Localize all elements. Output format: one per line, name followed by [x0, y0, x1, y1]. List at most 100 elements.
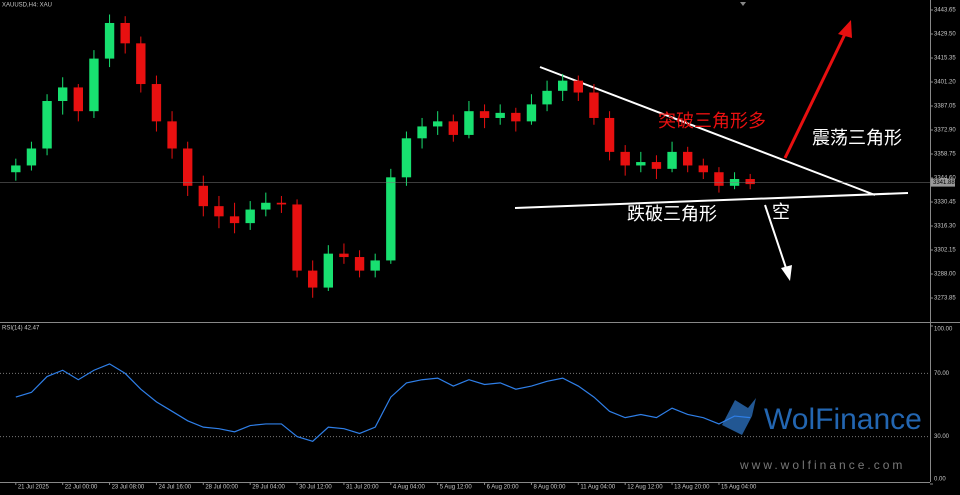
x-tick-label: 28 Jul 00:00: [205, 485, 238, 490]
candle-body: [214, 206, 224, 217]
candle-body: [620, 151, 630, 166]
candle-body: [323, 253, 333, 288]
watermark: WolFinance: [764, 403, 922, 436]
candle-body: [526, 104, 537, 122]
arrow: [783, 31, 848, 159]
x-tick-label: 15 Aug 04:00: [721, 485, 757, 490]
y-tick-label: 70.00: [934, 371, 950, 377]
candle-body: [651, 162, 662, 169]
y-tick-label: 3372.90: [934, 128, 956, 134]
candle-body: [104, 22, 115, 59]
x-tick-label: 23 Jul 08:00: [112, 485, 145, 490]
candle-body: [26, 148, 37, 166]
x-tick-label: 31 Jul 20:00: [346, 485, 379, 490]
watermark: www.wolfinance.com: [739, 458, 905, 472]
candle-body: [120, 22, 130, 44]
y-tick-label: 3358.75: [934, 152, 956, 158]
y-tick-label: 3273.85: [934, 296, 956, 302]
last-price-label: 3341.88: [933, 180, 955, 186]
candle-body: [354, 257, 365, 271]
y-tick-label: 30.00: [934, 434, 950, 440]
candle-body: [42, 101, 52, 149]
y-tick-label: 3302.15: [934, 248, 956, 254]
candle-body: [198, 185, 208, 207]
x-tick-label: 5 Aug 12:00: [440, 485, 473, 490]
y-tick-label: 3401.20: [934, 80, 956, 86]
rsi-line: [15, 363, 751, 443]
candle-body: [589, 92, 599, 118]
candle-body: [495, 112, 505, 118]
candle-body: [386, 177, 396, 261]
y-tick-label: 3288.00: [934, 272, 956, 278]
y-tick-label: 100.00: [934, 327, 953, 333]
candle-body: [167, 121, 177, 149]
candle-body: [11, 165, 21, 173]
candle-body: [573, 80, 583, 93]
candle-body: [433, 121, 443, 127]
y-tick-label: 0.00: [934, 477, 946, 483]
candle-body: [89, 58, 99, 112]
y-tick-label: 3316.30: [934, 224, 956, 230]
x-tick-label: 8 Aug 00:00: [533, 485, 566, 490]
candle-body: [73, 87, 83, 112]
candle-body: [636, 162, 646, 166]
candle-body: [339, 253, 349, 258]
x-tick-label: 24 Jul 16:00: [158, 485, 191, 490]
candle-body: [464, 111, 474, 135]
candle-body: [183, 148, 193, 186]
candle-body: [479, 111, 490, 118]
candle-body: [276, 202, 287, 205]
x-tick-label: 6 Aug 20:00: [487, 485, 520, 490]
x-tick-label: 12 Aug 12:00: [627, 485, 663, 490]
candle-body: [604, 117, 615, 152]
candle-body: [401, 138, 412, 178]
arrow: [764, 204, 787, 269]
candle-body: [511, 112, 521, 122]
trend-line: [514, 192, 909, 209]
y-tick-label: 3344.60: [934, 176, 956, 182]
candle-body: [58, 87, 68, 102]
candle-body: [417, 126, 427, 139]
x-tick-label: 4 Aug 04:00: [393, 485, 426, 490]
candle-body: [542, 90, 552, 105]
candle-body: [229, 216, 240, 224]
candle-body: [745, 179, 755, 185]
price-tag: [931, 178, 955, 187]
x-tick-label: 30 Jul 12:00: [299, 485, 332, 490]
candle-body: [245, 209, 255, 224]
y-tick-label: 3387.05: [934, 104, 956, 110]
x-tick-label: 11 Aug 04:00: [580, 485, 616, 490]
y-tick-label: 3443.65: [934, 8, 956, 14]
trend-line: [539, 66, 876, 196]
candle-body: [683, 151, 693, 166]
y-tick-label: 3415.35: [934, 56, 956, 62]
candle-body: [558, 80, 568, 91]
candle-body: [151, 84, 162, 122]
candle-body: [136, 43, 146, 85]
y-tick-label: 3330.45: [934, 200, 956, 206]
annotation: 突破三角形多: [658, 111, 766, 132]
y-tick-label: 3429.50: [934, 32, 956, 38]
x-tick-label: 21 Jul 2025: [18, 485, 50, 490]
marker: [740, 2, 746, 6]
x-tick-label: 22 Jul 00:00: [65, 485, 98, 490]
x-tick-label: 29 Jul 04:00: [252, 485, 285, 490]
rsi-title: RSI(14) 42.47: [2, 326, 40, 332]
candle-body: [292, 204, 302, 271]
candle-body: [370, 260, 380, 271]
candle-body: [698, 165, 708, 173]
arrow-head: [838, 20, 852, 38]
candle-body: [448, 121, 458, 135]
annotation: 震荡三角形: [812, 128, 902, 149]
arrow-head: [781, 265, 792, 281]
chart-title: XAUUSD,H4: XAU: [2, 3, 52, 9]
x-tick-label: 13 Aug 20:00: [674, 485, 710, 490]
candle-body: [261, 202, 271, 210]
annotation: 空: [772, 202, 790, 223]
annotation: 跌破三角形: [627, 204, 717, 225]
candle-body: [308, 270, 318, 288]
candle-body: [714, 172, 724, 186]
candle-body: [667, 151, 677, 169]
